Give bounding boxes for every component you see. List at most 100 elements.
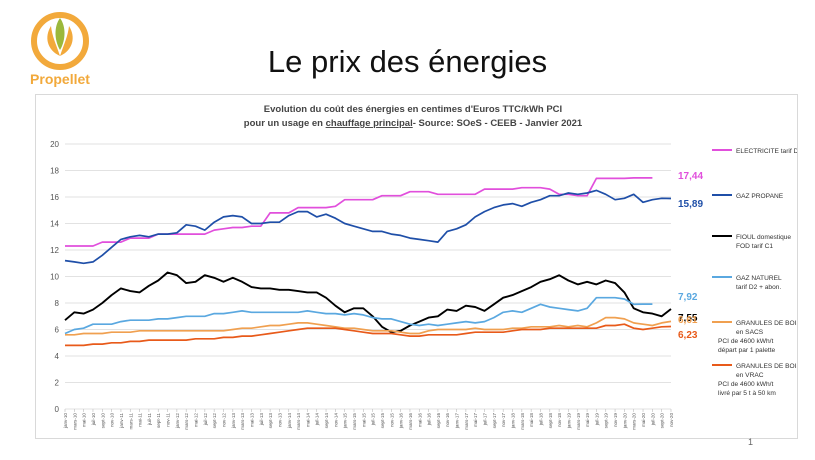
legend-layer: ELECTRICITE tarif DD GAZ PROPANE FIOUL dom…: [712, 148, 797, 397]
series-line: [64, 296, 653, 335]
x-tick-label: mai-16: [417, 413, 422, 427]
x-tick-label: mai-13: [249, 413, 254, 427]
x-tick-label: janv-15: [343, 413, 348, 430]
x-tick-label: sept-13: [268, 413, 273, 429]
x-tick-label: sept-19: [604, 413, 609, 429]
end-value-label: 15,89: [678, 199, 703, 210]
end-value-label: 7,55: [678, 313, 698, 324]
legend-label: PCI de 4600 kWh/t: [718, 381, 774, 388]
y-tick-label: 20: [50, 140, 59, 149]
y-tick-label: 6: [55, 326, 60, 335]
x-tick-label: mars-20: [632, 413, 637, 430]
x-tick-label: mars-18: [520, 413, 525, 430]
x-tick-label: janv-10: [63, 413, 68, 430]
chart-title-line2: pour un usage en chauffage principal- So…: [244, 118, 583, 129]
x-tick-label: mars-14: [296, 413, 301, 430]
logo-flame-left: [47, 26, 60, 56]
legend-label: en VRAC: [736, 372, 764, 379]
legend-label: GRANULES DE BOIS: [736, 320, 797, 327]
x-tick-label: sept-17: [492, 413, 497, 429]
legend-label: PCI de 4600 kWh/t: [718, 338, 774, 345]
x-tick-label: nov-19: [613, 413, 618, 427]
chart-title-line1: Evolution du coût des énergies en centim…: [264, 104, 562, 115]
x-tick-label: sept-18: [548, 413, 553, 429]
legend-label: GRANULES DE BOIS: [736, 363, 797, 370]
series-line: [65, 323, 672, 347]
logo-flame-right: [60, 26, 73, 56]
x-tick-label: janv-12: [175, 413, 180, 430]
x-tick-label: juil-11: [147, 413, 152, 426]
y-tick-label: 12: [50, 246, 59, 255]
grid-layer: 0 2 4 6 8 10 12 14 16 18 20 janv-10 mars-10 mai-10 jui…: [50, 140, 674, 430]
y-tick-label: 18: [50, 167, 59, 176]
x-tick-label: mai-19: [585, 413, 590, 427]
x-tick-label: janv-20: [622, 413, 627, 430]
x-tick-label: mars-11: [128, 413, 133, 430]
x-tick-label: janv-14: [287, 413, 292, 430]
legend-label: GAZ PROPANE: [736, 193, 784, 200]
x-tick-label: mai-11: [138, 413, 143, 427]
x-tick-label: nov-11: [166, 413, 171, 427]
y-tick-label: 4: [55, 352, 60, 361]
legend-label: FIOUL domestique: [736, 234, 791, 241]
y-tick-label: 2: [55, 379, 60, 388]
page-number: 1: [748, 437, 754, 447]
x-tick-label: janv-18: [511, 413, 516, 430]
legend-label: départ par 1 palette: [718, 347, 776, 354]
x-tick-label: nov-12: [221, 413, 226, 427]
x-tick-label: nov-13: [277, 413, 282, 427]
x-tick-label: mai-18: [529, 413, 534, 427]
x-tick-label: janv-16: [399, 413, 404, 430]
y-tick-label: 0: [55, 405, 60, 414]
y-tick-label: 8: [55, 299, 60, 308]
legend-label: livré par 5 t à 50 km: [718, 390, 776, 397]
x-tick-label: sept-14: [324, 413, 329, 429]
x-tick-label: mai-14: [305, 413, 310, 427]
end-value-label: 7,92: [678, 292, 698, 303]
x-tick-label: juil-12: [203, 413, 208, 427]
x-tick-label: juil-19: [594, 413, 599, 427]
x-tick-label: mai-17: [473, 413, 478, 427]
legend-label: FOD tarif C1: [736, 243, 773, 250]
x-tick-label: nov-14: [333, 413, 338, 427]
x-tick-label: sept-20: [660, 413, 665, 429]
chart-title-line2-prefix: pour un usage en: [244, 118, 326, 129]
series-line: [64, 189, 672, 265]
x-tick-label: nov-17: [501, 413, 506, 427]
x-tick-label: juil-17: [483, 413, 488, 427]
chart-frame: Evolution du coût des énergies en centim…: [35, 94, 798, 439]
x-tick-label: sept-11: [156, 413, 161, 428]
x-tick-label: juil-15: [371, 413, 376, 427]
chart-title-line2-emph: chauffage principal: [326, 118, 413, 129]
x-tick-label: nov-20: [669, 413, 674, 427]
series-line: [65, 316, 672, 336]
legend-label: tarif D2 + abon.: [736, 284, 781, 291]
x-tick-label: janv-11: [119, 413, 124, 429]
x-tick-label: juil-16: [427, 413, 432, 427]
x-tick-label: sept-10: [100, 413, 105, 429]
x-tick-label: juil-14: [315, 413, 320, 427]
logo-leaf-center: [55, 18, 65, 50]
y-tick-label: 14: [50, 220, 59, 229]
chart-title-line2-suffix: - Source: SOeS - CEEB - Janvier 2021: [413, 118, 583, 129]
x-tick-label: mars-17: [464, 413, 469, 430]
x-tick-label: nov-10: [110, 413, 115, 427]
propellet-logo: Propellet: [30, 12, 90, 87]
series-line: [64, 271, 672, 334]
x-tick-label: janv-17: [455, 413, 460, 430]
x-tick-label: mars-15: [352, 413, 357, 430]
end-value-label: 6,61: [678, 315, 698, 326]
x-tick-label: mai-20: [641, 413, 646, 427]
end-value-label: 6,23: [678, 330, 698, 341]
x-tick-label: mars-19: [576, 413, 581, 430]
legend-label: en SACS: [736, 329, 764, 336]
x-tick-label: janv-13: [231, 413, 236, 430]
x-tick-label: sept-15: [380, 413, 385, 429]
x-tick-label: nov-18: [557, 413, 562, 427]
end-value-label: 17,44: [678, 171, 703, 182]
x-tick-label: nov-15: [389, 413, 394, 427]
x-tick-label: sept-12: [212, 413, 217, 429]
x-tick-label: mai-15: [361, 413, 366, 427]
x-tick-label: juil-13: [259, 413, 264, 427]
x-tick-label: mars-16: [408, 413, 413, 430]
